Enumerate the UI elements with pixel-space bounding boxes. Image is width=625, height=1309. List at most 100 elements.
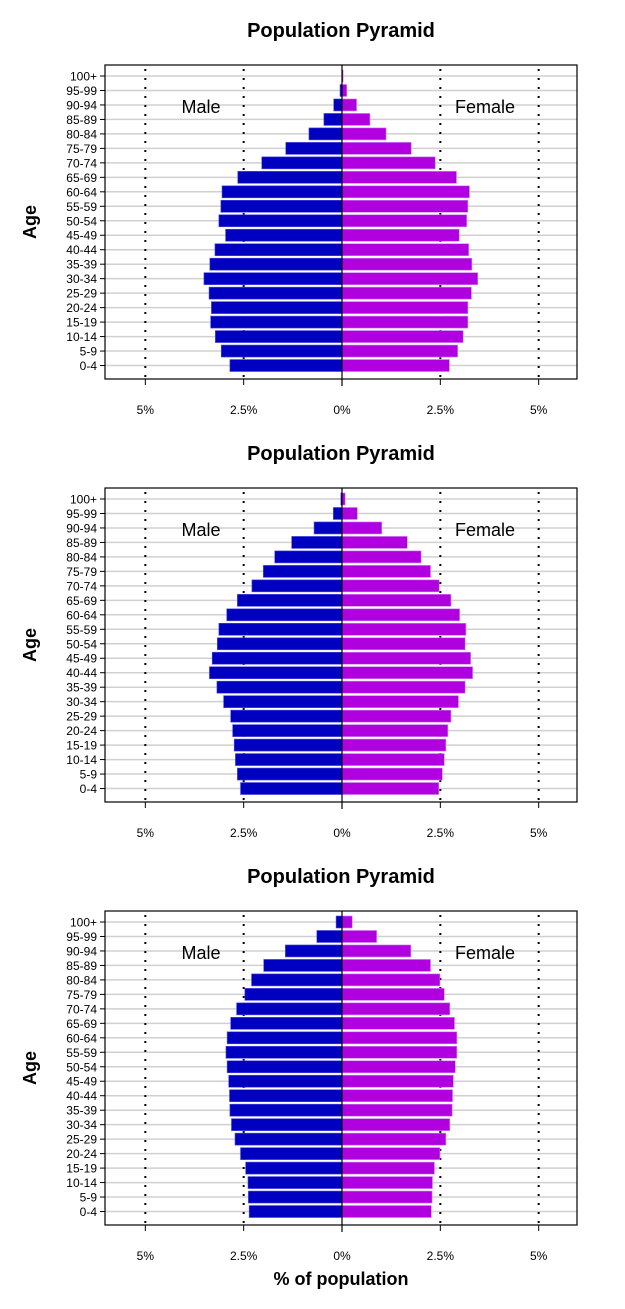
y-tick-label: 5-9 — [80, 1191, 98, 1205]
female-bar — [341, 272, 478, 285]
female-bar — [341, 1118, 451, 1131]
y-tick-label: 70-74 — [66, 156, 97, 170]
female-bar — [341, 1060, 456, 1074]
y-tick-label: 35-39 — [66, 258, 97, 272]
female-bar — [341, 257, 473, 271]
y-tick-label: 25-29 — [66, 710, 97, 724]
female-bar — [341, 767, 443, 781]
male-bar — [211, 651, 343, 665]
female-bar — [341, 565, 431, 578]
female-bar — [341, 988, 445, 1001]
y-tick-label: 95-99 — [66, 930, 97, 944]
female-bar — [341, 199, 469, 213]
male-bar — [237, 767, 343, 781]
x-axis-label: % of population — [274, 1269, 409, 1289]
female-bar — [341, 622, 467, 636]
male-bar — [211, 301, 343, 314]
male-label: Male — [181, 520, 220, 540]
female-bar — [341, 84, 348, 97]
male-bar — [208, 286, 343, 300]
male-bar — [251, 973, 343, 987]
y-tick-label: 25-29 — [66, 287, 97, 301]
y-tick-label: 95-99 — [66, 507, 97, 521]
y-tick-label: 95-99 — [66, 84, 97, 98]
male-bar — [225, 1045, 343, 1059]
female-bar — [341, 753, 445, 766]
y-tick-label: 85-89 — [66, 113, 97, 127]
y-tick-label: 85-89 — [66, 536, 97, 550]
y-tick-label: 0-4 — [80, 1205, 98, 1219]
y-tick-label: 45-49 — [66, 229, 97, 243]
chart-title: Population Pyramid — [247, 866, 435, 888]
y-tick-label: 15-19 — [66, 739, 97, 753]
y-tick-label: 100+ — [70, 493, 97, 507]
male-bar — [333, 98, 343, 112]
y-tick-label: 75-79 — [66, 142, 97, 156]
male-bar — [220, 344, 343, 358]
y-tick-label: 70-74 — [66, 579, 97, 593]
x-tick-label: 2.5% — [230, 1249, 258, 1263]
female-bar — [341, 521, 383, 535]
male-bar — [247, 1176, 343, 1189]
female-bar — [341, 550, 422, 564]
female-bar — [341, 330, 464, 343]
y-tick-label: 90-94 — [66, 944, 97, 958]
male-bar — [263, 959, 343, 972]
female-bar — [341, 142, 412, 155]
female-bar — [341, 1031, 458, 1045]
male-bar — [215, 330, 343, 343]
x-tick-label: 2.5% — [230, 826, 258, 840]
female-bar — [341, 243, 469, 257]
female-bar — [341, 1103, 453, 1117]
x-tick-label: 0% — [333, 1249, 351, 1263]
x-tick-label: 2.5% — [427, 1249, 455, 1263]
female-bar — [341, 724, 449, 737]
y-tick-label: 55-59 — [66, 623, 97, 637]
female-label: Female — [455, 97, 515, 117]
x-tick-label: 5% — [530, 1249, 548, 1263]
male-bar — [209, 257, 343, 271]
male-label: Male — [181, 943, 220, 963]
female-bar — [341, 637, 466, 651]
female-bar — [341, 579, 440, 593]
y-tick-label: 0-4 — [80, 782, 98, 796]
y-tick-label: 40-44 — [66, 1089, 97, 1103]
y-tick-label: 50-54 — [66, 1060, 97, 1074]
y-tick-label: 25-29 — [66, 1133, 97, 1147]
y-tick-label: 10-14 — [66, 330, 97, 344]
y-tick-label: 40-44 — [66, 243, 97, 257]
x-tick-label: 5% — [137, 826, 155, 840]
male-bar — [240, 782, 343, 795]
x-tick-label: 0% — [333, 403, 351, 417]
y-tick-label: 30-34 — [66, 695, 97, 709]
x-tick-label: 0% — [333, 826, 351, 840]
x-tick-label: 5% — [137, 403, 155, 417]
y-tick-label: 60-64 — [66, 1031, 97, 1045]
y-tick-label: 45-49 — [66, 1075, 97, 1089]
male-bar — [291, 536, 343, 549]
female-bar — [341, 738, 447, 752]
y-tick-label: 5-9 — [80, 768, 98, 782]
male-bar — [251, 579, 343, 593]
y-axis-label: Age — [20, 205, 40, 239]
female-bar — [341, 782, 440, 795]
male-bar — [235, 753, 343, 766]
male-bar — [261, 156, 343, 170]
male-bar — [333, 507, 343, 520]
female-bar — [341, 915, 353, 929]
male-bar — [218, 214, 343, 228]
chart-title: Population Pyramid — [247, 443, 435, 465]
male-bar — [274, 550, 343, 564]
y-tick-label: 80-84 — [66, 127, 97, 141]
y-tick-label: 20-24 — [66, 301, 97, 315]
male-bar — [335, 915, 343, 929]
female-bar — [341, 286, 472, 300]
y-tick-label: 100+ — [70, 916, 97, 930]
x-tick-label: 2.5% — [427, 403, 455, 417]
female-bar — [341, 944, 412, 958]
female-bar — [341, 1017, 455, 1030]
male-bar — [220, 199, 343, 213]
y-tick-label: 5-9 — [80, 345, 98, 359]
y-tick-label: 35-39 — [66, 681, 97, 695]
